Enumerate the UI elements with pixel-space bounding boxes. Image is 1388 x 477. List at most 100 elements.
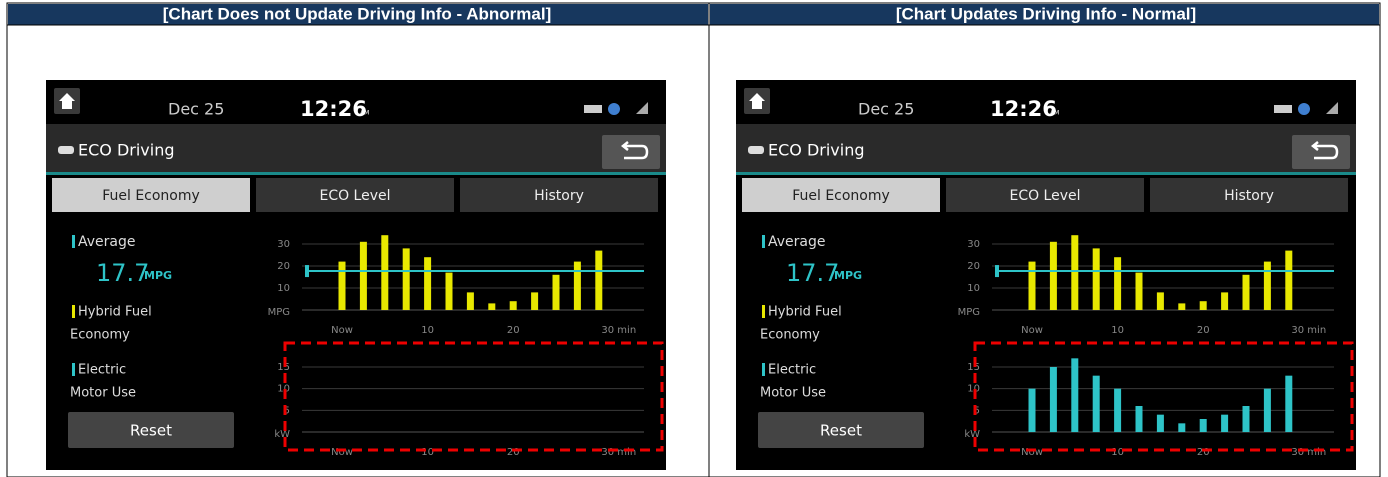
bar [1029,262,1036,310]
legend-marker [72,363,75,376]
bar [1264,262,1271,310]
y-tick-label: 10 [277,283,290,294]
title-underline [46,172,666,175]
column-header: [Chart Updates Driving Info - Normal] [896,4,1196,23]
tab-label: Fuel Economy [792,188,890,204]
tab-label: History [1224,188,1274,204]
bar [1050,242,1057,310]
bar [1157,292,1164,310]
bar [424,257,431,310]
y-unit: kW [274,429,290,440]
average-value: 17.7 [786,259,839,287]
bar [553,275,560,310]
bar [1157,415,1164,432]
bluetooth-icon [1298,103,1310,115]
x-tick-label: 30 min [601,325,636,336]
reset-label: Reset [130,422,172,440]
back-button[interactable] [1292,135,1350,169]
legend-label: Economy [70,328,130,343]
bar [1050,367,1057,432]
y-unit: MPG [268,307,290,318]
column-header: [Chart Does not Update Driving Info - Ab… [163,4,551,23]
bar [1071,235,1078,310]
bar [1029,389,1036,432]
average-label: Average [768,234,826,250]
bar [1243,275,1250,310]
x-tick-label: 30 min [1291,325,1326,336]
y-tick-label: 20 [967,261,980,272]
tab-label: ECO Level [319,188,390,204]
average-line-marker [305,265,309,277]
average-line-marker [995,265,999,277]
legend-marker [762,305,765,318]
bar [339,262,346,310]
bar [467,292,474,310]
battery-icon [1274,105,1292,113]
legend-label: Motor Use [760,386,826,401]
bar [1264,389,1271,432]
average-unit: MPG [834,269,862,282]
legend-label: Electric [78,363,126,378]
legend-label: Motor Use [70,386,136,401]
y-unit: kW [964,429,980,440]
time: 12:26 [990,97,1057,121]
back-button[interactable] [602,135,660,169]
legend-label: Electric [768,363,816,378]
date: Dec 25 [168,100,224,119]
legend-marker [762,363,765,376]
y-tick-label: 10 [967,283,980,294]
average-marker [762,235,765,248]
date: Dec 25 [858,100,914,119]
y-tick-label: 30 [277,239,290,250]
bar [488,303,495,310]
legend-marker [72,305,75,318]
tab-label: ECO Level [1009,188,1080,204]
x-tick-label: Now [331,325,353,336]
car-icon [748,146,764,154]
x-tick-label: 10 [421,325,434,336]
bar [1071,358,1078,432]
bluetooth-icon [608,103,620,115]
x-tick-label: 20 [507,325,520,336]
x-tick-label: Now [1021,325,1043,336]
time: 12:26 [300,97,367,121]
x-tick-label: 20 [1197,325,1210,336]
bar [1285,251,1292,310]
bar [1136,406,1143,432]
legend-label: Economy [760,328,820,343]
average-marker [72,235,75,248]
screen: Dec 25 12:26AM ECO Driving Fuel Economy ECO … [736,80,1356,470]
tab-label: Fuel Economy [102,188,200,204]
title-underline [736,172,1356,175]
car-icon [58,146,74,154]
y-unit: MPG [958,307,980,318]
bar [1114,389,1121,432]
screen-title: ECO Driving [768,141,865,160]
bar [1285,376,1292,432]
bar [1178,303,1185,310]
page: [Chart Does not Update Driving Info - Ab… [0,0,1388,477]
tab-label: History [534,188,584,204]
bar [360,242,367,310]
bar [574,262,581,310]
legend-label: Hybrid Fuel [78,305,152,320]
bar [1136,273,1143,310]
legend-label: Hybrid Fuel [768,305,842,320]
bar [1221,292,1228,310]
bar [403,248,410,310]
bar [1114,257,1121,310]
meridiem: AM [360,110,369,117]
y-tick-label: 20 [277,261,290,272]
average-value: 17.7 [96,259,149,287]
document: [Chart Does not Update Driving Info - Ab… [0,0,1388,477]
average-unit: MPG [144,269,172,282]
screen-title: ECO Driving [78,141,175,160]
bar [1221,415,1228,432]
reset-label: Reset [820,422,862,440]
bar [531,292,538,310]
bar [510,301,517,310]
y-tick-label: 30 [967,239,980,250]
meridiem: AM [1050,110,1059,117]
bar [1093,376,1100,432]
